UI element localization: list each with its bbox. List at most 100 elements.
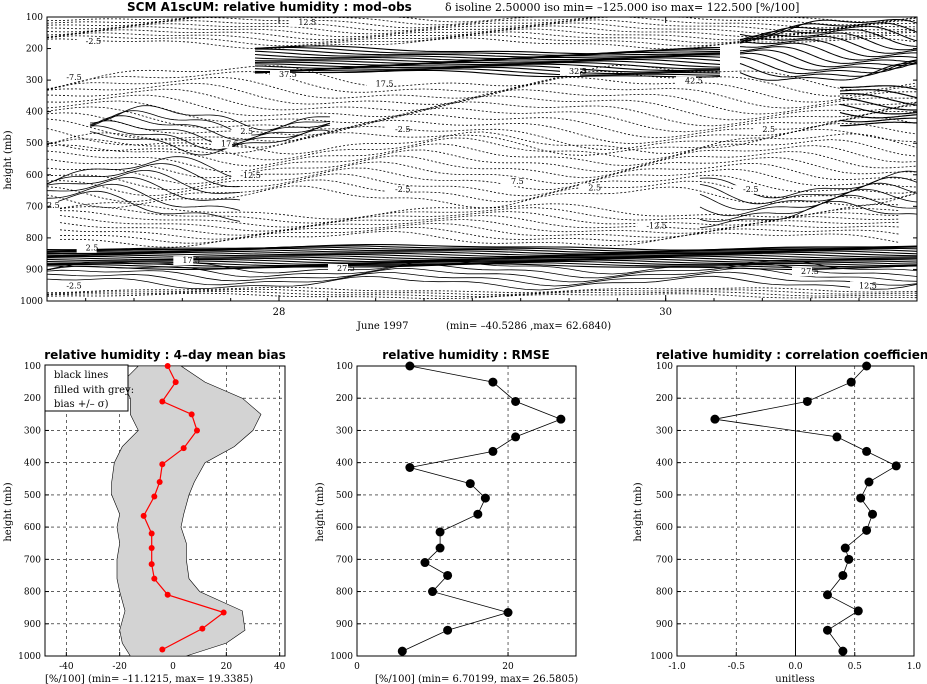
negative-isoline [46, 179, 918, 203]
isoline-label: 17.5 [182, 256, 200, 265]
positive-isoline [739, 35, 918, 54]
isoline-label-bg [289, 17, 310, 27]
positive-isoline [254, 65, 720, 74]
contour-x-ticks: 28 30 [85, 17, 860, 318]
rmse-title: relative humidity : RMSE [382, 348, 549, 362]
negative-isoline [46, 31, 918, 44]
negative-isoline [59, 226, 901, 244]
bias-y-tick-label: 1000 [18, 652, 41, 662]
corr-title: relative humidity : correlation coeffici… [656, 348, 927, 362]
bias-y-tick-label: 900 [24, 620, 41, 630]
isoline-label: 2.5 [762, 125, 775, 134]
negative-isoline [46, 143, 918, 167]
corr-y-tick-label: 600 [656, 523, 673, 533]
isoline-label-bg [57, 281, 78, 291]
positive-isoline [254, 68, 721, 76]
positive-isoline [89, 124, 331, 151]
rmse-data-point [511, 432, 521, 442]
corr-data-point [862, 446, 872, 456]
contour-isoline-labels: 12.5-2.5-7.5 37.517.52.517.5-2.532.52.542… [38, 17, 877, 291]
positive-isoline [739, 62, 918, 81]
bias-series-line [143, 365, 225, 651]
contour-y-tick-label: 100 [26, 13, 43, 23]
corr-data-point [822, 590, 832, 600]
rmse-data-point [443, 625, 453, 635]
isoline-label-bg [76, 36, 97, 46]
bias-data-point [148, 530, 155, 537]
isoline-label-bg [560, 66, 580, 76]
negative-isoline [46, 128, 918, 156]
negative-isoline [46, 34, 918, 47]
isoline-label: 27.5 [801, 267, 819, 276]
negative-isoline [46, 28, 918, 41]
bias-x-tick-label: 40 [274, 662, 286, 672]
bias-panel: relative humidity : 4–day mean bias 100 2… [3, 348, 286, 684]
corr-data-point [832, 432, 842, 442]
positive-isoline [699, 182, 918, 211]
corr-data-point [862, 361, 872, 371]
bias-data-point [199, 625, 206, 632]
rmse-data-point [405, 463, 415, 472]
corr-y-tick-label: 900 [656, 620, 673, 630]
negative-isoline [46, 131, 918, 155]
rmse-data-point [488, 446, 498, 456]
rmse-data-point [405, 361, 415, 371]
isoline-label: 12.5 [859, 281, 877, 290]
contour-y-label: height (mb) [3, 130, 14, 189]
contour-x-tick-label: 28 [273, 307, 286, 318]
isoline-label-bg [76, 243, 97, 253]
positive-isoline [46, 267, 918, 283]
isoline-label-bg [231, 170, 252, 180]
contour-y-tick-label: 800 [26, 234, 43, 244]
isoline-label-bg [579, 183, 600, 193]
rmse-data-point [420, 558, 430, 568]
rmse-y-tick-label: 200 [336, 394, 353, 404]
legend-line-3: bias +/– σ) [54, 399, 109, 410]
positive-isoline [255, 48, 720, 58]
corr-y-tick-label: 1000 [650, 652, 673, 662]
contour-y-tick-label: 1000 [20, 297, 43, 307]
sigma-band-area [111, 365, 262, 657]
contour-y-tick-label: 300 [26, 76, 43, 86]
bias-data-point [148, 545, 155, 552]
bias-data-point [156, 479, 163, 485]
positive-isoline [254, 57, 721, 66]
rmse-y-tick-label: 300 [336, 426, 353, 436]
corr-data-point [838, 570, 848, 580]
isoline-label: 37.5 [279, 70, 297, 79]
corr-data-point [838, 646, 848, 656]
bias-data-point [194, 427, 200, 434]
positive-isoline [839, 117, 917, 123]
isoline-label: -2.5 [66, 281, 81, 290]
bias-y-tick-label: 300 [24, 426, 41, 436]
negative-isoline [46, 70, 918, 97]
corr-x-label: unitless [775, 674, 814, 684]
isoline-label: -12.5 [646, 221, 667, 230]
corr-data-point [864, 477, 874, 487]
rmse-x-tick-label: 0 [354, 662, 360, 672]
negative-isoline [46, 167, 918, 191]
bias-data-point [159, 461, 166, 468]
isoline-label-bg [386, 185, 406, 195]
positive-isoline [739, 49, 918, 68]
positive-isoline [46, 156, 241, 185]
bias-x-tick-label: -40 [59, 662, 74, 672]
positive-isoline [89, 115, 331, 141]
negative-isoline [46, 25, 918, 38]
bias-data-point [151, 493, 158, 500]
negative-isoline [46, 286, 918, 294]
negative-isoline [46, 288, 917, 295]
bias-data-point [159, 398, 166, 405]
positive-isoline [47, 177, 241, 201]
rmse-data-point [473, 509, 483, 519]
negative-isoline [59, 215, 901, 232]
bias-x-tick-label: 20 [221, 662, 233, 672]
rmse-y-tick-label: 600 [336, 523, 353, 533]
contour-y-tick-label: 500 [26, 139, 43, 149]
isoline-label-bg [386, 125, 406, 135]
corr-y-tick-label: 300 [656, 426, 673, 436]
corr-frame [676, 365, 915, 657]
corr-data-point [891, 461, 901, 471]
negative-isoline [46, 292, 918, 300]
rmse-data-point [465, 479, 475, 489]
